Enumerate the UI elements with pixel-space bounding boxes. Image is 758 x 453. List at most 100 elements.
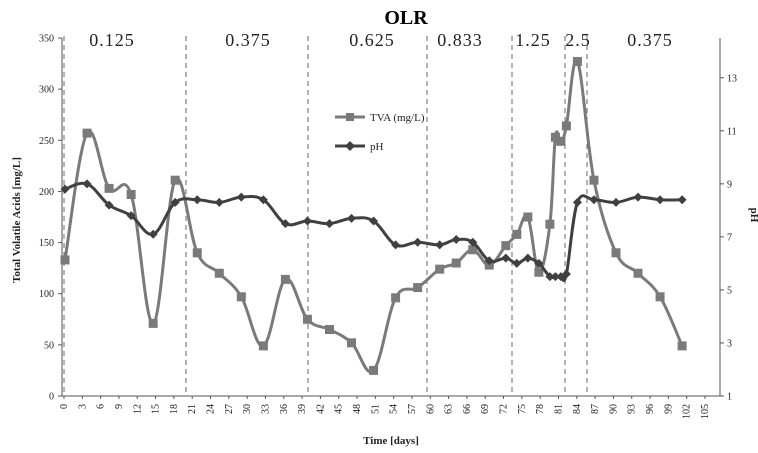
x-tick-label: 48 bbox=[352, 404, 363, 414]
data-point-tva bbox=[534, 267, 544, 277]
data-point-ph bbox=[512, 258, 522, 268]
y2-tick-label: 1 bbox=[727, 392, 732, 403]
y2-axis-title: pH bbox=[748, 208, 758, 223]
data-point-tva bbox=[556, 136, 566, 146]
data-point-tva bbox=[347, 338, 357, 348]
x-tick-label: 15 bbox=[151, 404, 162, 414]
data-point-ph bbox=[435, 240, 445, 250]
x-axis-title: Time [days] bbox=[363, 435, 419, 447]
data-point-ph bbox=[534, 258, 544, 268]
y2-tick-label: 9 bbox=[727, 179, 732, 190]
y-tick-label: 100 bbox=[39, 289, 54, 300]
x-tick-label: 39 bbox=[297, 404, 308, 414]
x-tick-label: 45 bbox=[334, 404, 345, 414]
y2-tick-label: 5 bbox=[727, 285, 732, 296]
data-point-tva bbox=[589, 175, 599, 185]
data-point-tva bbox=[391, 293, 401, 303]
series-line-ph bbox=[64, 181, 683, 283]
x-tick-label: 18 bbox=[169, 404, 180, 414]
chart-title: OLR bbox=[384, 7, 428, 29]
data-point-tva bbox=[280, 274, 290, 284]
data-point-ph bbox=[611, 197, 621, 207]
x-tick-label: 36 bbox=[279, 404, 290, 414]
data-point-tva bbox=[545, 219, 555, 229]
x-tick-label: 6 bbox=[96, 404, 107, 409]
data-point-tva bbox=[512, 229, 522, 239]
data-point-tva bbox=[302, 314, 312, 324]
y-tick-label: 0 bbox=[49, 392, 54, 403]
data-point-tva bbox=[82, 128, 92, 138]
data-point-tva bbox=[104, 183, 114, 193]
data-point-ph bbox=[236, 192, 246, 202]
legend-tva-label: TVA (mg/L) bbox=[370, 112, 425, 124]
x-tick-label: 42 bbox=[315, 404, 326, 414]
x-tick-label: 90 bbox=[608, 404, 619, 414]
x-tick-label: 75 bbox=[517, 404, 528, 414]
x-tick-label: 54 bbox=[389, 404, 400, 414]
y2-tick-label: 7 bbox=[727, 232, 732, 243]
data-point-tva bbox=[561, 121, 571, 131]
data-point-tva bbox=[572, 57, 582, 67]
y-tick-label: 250 bbox=[39, 136, 54, 147]
data-point-ph bbox=[214, 197, 224, 207]
x-tick-label: 96 bbox=[645, 404, 656, 414]
data-point-ph bbox=[484, 256, 494, 266]
phase-label: 0.833 bbox=[437, 30, 483, 50]
x-tick-label: 105 bbox=[700, 404, 711, 419]
data-point-tva bbox=[126, 189, 136, 199]
data-point-tva bbox=[468, 245, 478, 255]
data-point-ph bbox=[192, 195, 202, 205]
legend-tva-marker bbox=[346, 113, 354, 121]
x-tick-label: 99 bbox=[663, 404, 674, 414]
data-point-ph bbox=[561, 269, 571, 279]
x-tick-label: 87 bbox=[590, 404, 601, 414]
x-tick-label: 27 bbox=[224, 404, 235, 414]
data-point-ph bbox=[148, 229, 158, 239]
data-point-tva bbox=[523, 212, 533, 222]
y-axis-title: Total Volatile Acids [mg/L] bbox=[11, 157, 23, 283]
data-point-tva bbox=[258, 341, 268, 351]
data-point-ph bbox=[550, 272, 560, 282]
legend-item-tva: TVA (mg/L) bbox=[335, 112, 425, 124]
data-point-ph bbox=[126, 211, 136, 221]
x-tick-label: 33 bbox=[260, 404, 271, 414]
data-point-ph bbox=[258, 195, 268, 205]
legend: TVA (mg/L) pH bbox=[335, 112, 425, 153]
data-point-ph bbox=[104, 200, 114, 210]
x-tick-label: 60 bbox=[425, 404, 436, 414]
x-tick-label: 69 bbox=[480, 404, 491, 414]
x-tick-label: 21 bbox=[187, 404, 198, 414]
phase-label: 2.5 bbox=[565, 30, 591, 50]
data-point-ph bbox=[82, 179, 92, 189]
data-point-ph bbox=[324, 219, 334, 229]
left-axis-ticks: 0 50 100 150 200 250 300 350 bbox=[39, 34, 62, 403]
x-tick-label: 57 bbox=[407, 404, 418, 414]
data-point-tva bbox=[214, 268, 224, 278]
phase-lines bbox=[63, 36, 588, 396]
y2-tick-label: 13 bbox=[727, 73, 737, 84]
data-point-tva bbox=[655, 292, 665, 302]
data-point-ph bbox=[589, 195, 599, 205]
data-point-tva bbox=[170, 175, 180, 185]
data-point-ph bbox=[468, 237, 478, 247]
data-point-ph bbox=[523, 253, 533, 263]
data-point-tva bbox=[435, 264, 445, 274]
legend-ph-label: pH bbox=[370, 141, 384, 153]
data-point-tva bbox=[501, 241, 511, 251]
y2-tick-label: 11 bbox=[727, 126, 737, 137]
axes bbox=[61, 38, 721, 397]
x-tick-label: 66 bbox=[462, 404, 473, 414]
data-point-tva bbox=[369, 365, 379, 375]
y-tick-label: 200 bbox=[39, 187, 54, 198]
data-point-tva bbox=[451, 258, 461, 268]
x-tick-label: 0 bbox=[59, 404, 70, 409]
y-tick-label: 50 bbox=[44, 340, 54, 351]
phase-label: 1.25 bbox=[515, 30, 551, 50]
data-point-ph bbox=[655, 195, 665, 205]
data-point-ph bbox=[60, 184, 70, 194]
data-point-tva bbox=[413, 283, 423, 293]
data-point-tva bbox=[236, 292, 246, 302]
x-tick-label: 72 bbox=[499, 404, 510, 414]
data-point-ph bbox=[545, 272, 555, 282]
data-point-tva bbox=[611, 248, 621, 258]
